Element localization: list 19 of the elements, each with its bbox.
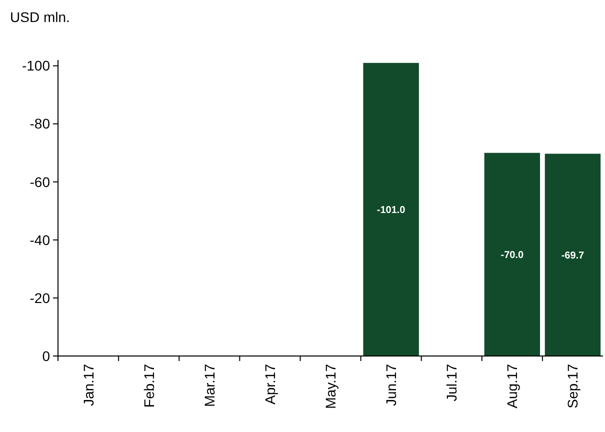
- y-tick-label: -100: [22, 58, 50, 74]
- x-tick-label: Jan.17: [80, 364, 96, 406]
- y-axis-title: USD mln.: [10, 9, 70, 25]
- x-tick-label: Jul.17: [444, 364, 460, 402]
- data-label: -70.0: [500, 250, 524, 261]
- x-tick-label: Jun.17: [383, 364, 400, 406]
- y-tick-label: 0: [42, 348, 50, 364]
- y-tick-label: -40: [30, 232, 50, 248]
- y-tick-label: -80: [30, 116, 50, 132]
- x-tick-label: Feb.17: [140, 364, 157, 408]
- x-tick-label: Apr.17: [262, 364, 278, 404]
- x-tick-label: May.17: [322, 364, 338, 409]
- x-tick-label: Sep.17: [564, 364, 581, 408]
- data-label: -69.7: [561, 250, 585, 262]
- y-tick-label: -60: [30, 174, 50, 190]
- x-tick-label: Mar.17: [201, 364, 218, 407]
- y-tick-label: -20: [30, 290, 50, 306]
- data-label: -101.0: [376, 204, 406, 216]
- x-tick-label: Aug.17: [504, 364, 520, 408]
